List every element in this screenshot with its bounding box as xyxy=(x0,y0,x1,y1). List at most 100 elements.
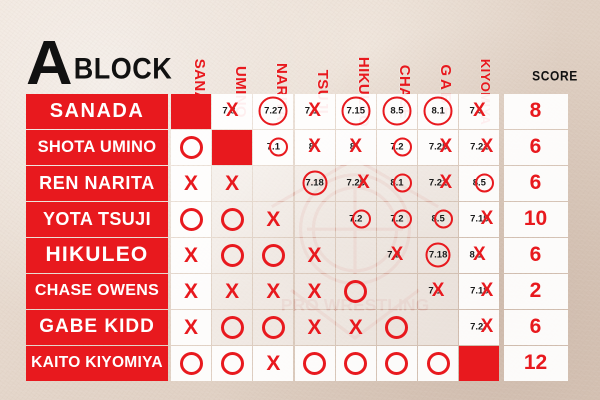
cell-result-o[interactable] xyxy=(171,202,211,237)
match-time: 7.18 xyxy=(428,249,448,261)
cell-result-x[interactable]: X xyxy=(171,274,211,309)
cell-result-x[interactable]: X xyxy=(253,274,294,309)
column-header-sanada: SANADA xyxy=(170,8,211,126)
cell-result-x[interactable]: X xyxy=(294,310,335,345)
win-o-icon xyxy=(179,135,203,159)
cell-result-o-timed[interactable]: 7.18 xyxy=(294,166,335,201)
cell-result-o[interactable] xyxy=(171,130,211,165)
row-label-kaito-kiyomiya[interactable]: KAITO KIYOMIYA xyxy=(26,346,168,381)
cell-result-o[interactable] xyxy=(171,346,211,381)
cell-result-x-timed[interactable]: 7.8 X xyxy=(212,94,253,129)
cell-result-o-timed[interactable]: 8.5 xyxy=(418,202,459,237)
cell-result-o-timed[interactable]: 7.18 xyxy=(418,238,459,273)
loss-x-icon: X xyxy=(266,279,281,303)
table-row: SHOTA UMINO 7.1 8 X 8 X 7.2 7.25 X 7.21 X 6 xyxy=(26,130,568,165)
cell-result-o[interactable] xyxy=(212,202,253,237)
cell-result-o[interactable] xyxy=(253,310,294,345)
row-label-hikuleo[interactable]: HIKULEO xyxy=(26,238,168,273)
cell-result-x-timed[interactable]: 7.25 X xyxy=(418,130,459,165)
cell-result-x-timed[interactable]: 7.2 X xyxy=(376,238,417,273)
cell-result-x[interactable]: X xyxy=(171,166,211,201)
cell-result-x[interactable]: X xyxy=(294,274,335,309)
loss-x-icon: X xyxy=(183,279,198,303)
match-time: 7.2 xyxy=(390,213,404,225)
cell-self-diagonal xyxy=(253,166,294,201)
cell-result-x[interactable]: X xyxy=(253,202,294,237)
row-cells: 7.8 X 7.27 7.1 X 7.15 8.5 8.1 7.5 X xyxy=(171,94,501,129)
loss-x-icon: X xyxy=(307,279,322,303)
cell-result-o[interactable] xyxy=(418,346,459,381)
cell-result-o-timed[interactable]: 7.27 xyxy=(253,94,294,129)
cell-result-o-timed[interactable]: 8.5 xyxy=(459,166,500,201)
cell-result-o-timed[interactable]: 8.5 xyxy=(376,94,417,129)
cell-result-x[interactable]: X xyxy=(212,166,253,201)
cell-result-o[interactable] xyxy=(212,346,253,381)
row-cells: X X 7.18 7.25 X 8.1 7.21 X 8.5 xyxy=(171,166,501,201)
cell-result-x-timed[interactable]: 8.1 X xyxy=(459,238,500,273)
cell-result-x-timed[interactable]: 7.1 X xyxy=(418,274,459,309)
score-value: 6 xyxy=(503,310,568,345)
win-o-icon xyxy=(344,279,368,303)
match-time: 8.5 xyxy=(390,105,404,117)
loss-x-icon: X xyxy=(266,351,281,375)
row-label-ren-narita[interactable]: REN NARITA xyxy=(26,166,168,201)
cell-result-x-timed[interactable]: 7.25 X xyxy=(335,166,376,201)
match-time: 7.27 xyxy=(470,321,489,333)
cell-result-o[interactable] xyxy=(212,310,253,345)
match-time: 7.18 xyxy=(470,285,489,297)
loss-x-icon: X xyxy=(183,315,198,339)
cell-result-x[interactable]: X xyxy=(171,238,211,273)
cell-result-x-timed[interactable]: 7.18 X xyxy=(459,274,500,309)
win-o-icon xyxy=(179,351,203,375)
cell-self-diagonal xyxy=(459,346,500,381)
cell-result-o[interactable] xyxy=(335,346,376,381)
cell-result-o[interactable] xyxy=(376,346,417,381)
column-header-tsuji: TSUJI xyxy=(293,8,334,115)
cell-result-x[interactable]: X xyxy=(294,238,335,273)
cell-result-o-timed[interactable]: 7.15 xyxy=(335,94,376,129)
cell-result-x-timed[interactable]: 7.21 X xyxy=(459,130,500,165)
row-label-shota-umino[interactable]: SHOTA UMINO xyxy=(26,130,168,165)
row-label-gabe-kidd[interactable]: GABE KIDD xyxy=(26,310,168,345)
row-label-chase-owens[interactable]: CHASE OWENS xyxy=(26,274,168,309)
cell-result-x[interactable]: X xyxy=(212,274,253,309)
cell-result-o-timed[interactable]: 8.1 xyxy=(418,94,459,129)
win-o-icon xyxy=(179,207,203,231)
cell-result-o-timed[interactable]: 7.2 xyxy=(376,202,417,237)
row-cells: X X 7.2 X 7.18 8.1 X xyxy=(171,238,501,273)
row-label-sanada[interactable]: SANADA xyxy=(26,94,168,129)
cell-result-x-timed[interactable]: 7.1 X xyxy=(294,94,335,129)
cell-result-x[interactable]: X xyxy=(335,310,376,345)
match-time: 7.8 xyxy=(222,105,236,117)
cell-result-x-timed[interactable]: 7.21 X xyxy=(418,166,459,201)
cell-result-x-timed[interactable]: 7.27 X xyxy=(459,310,500,345)
cell-result-x[interactable]: X xyxy=(171,310,211,345)
score-value: 6 xyxy=(503,130,568,165)
cell-result-o[interactable] xyxy=(335,274,376,309)
cell-result-o[interactable] xyxy=(253,238,294,273)
cell-result-o[interactable] xyxy=(294,346,335,381)
win-o-icon xyxy=(385,315,409,339)
win-o-icon xyxy=(261,243,285,267)
cell-result-o[interactable] xyxy=(212,238,253,273)
cell-result-o-timed[interactable]: 7.2 xyxy=(376,130,417,165)
match-time: 7.27 xyxy=(264,105,283,117)
match-time: 8.5 xyxy=(431,213,445,225)
match-time: 8.1 xyxy=(431,105,445,117)
win-o-icon xyxy=(303,351,327,375)
match-time: 7.1 xyxy=(304,105,318,117)
cell-result-x[interactable]: X xyxy=(253,346,294,381)
cell-self-diagonal xyxy=(418,310,459,345)
win-o-icon xyxy=(220,351,244,375)
cell-result-o-timed[interactable]: 7.1 xyxy=(253,130,294,165)
cell-result-o-timed[interactable]: 7.2 xyxy=(335,202,376,237)
row-label-yota-tsuji[interactable]: YOTA TSUJI xyxy=(26,202,168,237)
cell-result-o-timed[interactable]: 8.1 xyxy=(376,166,417,201)
cell-result-x-timed[interactable]: 7.15 X xyxy=(459,202,500,237)
cell-result-x-timed[interactable]: 7.5 X xyxy=(459,94,500,129)
row-cells: X X X 7.27 X xyxy=(171,310,501,345)
cell-result-o[interactable] xyxy=(376,310,417,345)
